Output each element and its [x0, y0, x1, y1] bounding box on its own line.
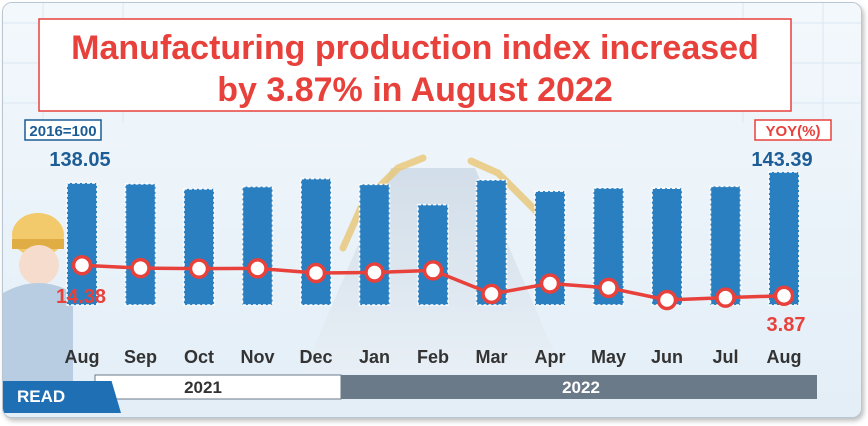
yoy-point-jul-11	[715, 287, 736, 308]
worker-figure	[3, 213, 73, 383]
bar-jul-11	[709, 185, 742, 306]
chart-canvas: Manufacturing production index increased…	[3, 3, 861, 417]
title-line-1: Manufacturing production index increased	[71, 29, 759, 67]
bar-jun-10	[651, 187, 683, 306]
month-label-mar-7: Mar	[475, 347, 507, 367]
bar-value-label-12: 143.39	[751, 149, 812, 171]
bar-oct-2	[183, 188, 215, 306]
yoy-point-jun-10	[656, 289, 678, 311]
bar-aug-0	[66, 182, 98, 306]
title-line-2: by 3.87% in August 2022	[217, 71, 613, 109]
read-button[interactable]: READ	[3, 381, 121, 413]
bar-aug-12	[768, 171, 800, 306]
bar-sep-1	[124, 183, 157, 306]
index-base-badge	[24, 119, 102, 141]
yoy-point-aug-12	[773, 285, 795, 306]
month-label-aug-0: Aug	[65, 347, 100, 367]
year-axis-band: 2021 2022	[94, 374, 817, 400]
yoy-badge	[754, 119, 832, 141]
yoy-point-nov-3	[247, 258, 268, 279]
bar-feb-6	[417, 203, 449, 306]
bar-jan-5	[358, 183, 391, 306]
yoy-value-label-12: 3.87	[767, 314, 806, 336]
month-label-oct-2: Oct	[184, 347, 214, 367]
title-box	[38, 18, 792, 112]
infographic-frame: Manufacturing production index increased…	[2, 2, 862, 418]
month-label-nov-3: Nov	[240, 347, 274, 367]
yoy-point-may-9	[598, 277, 619, 299]
month-label-may-9: May	[591, 347, 626, 367]
yoy-badge-label: YOY(%)	[765, 123, 820, 140]
yoy-value-label-0: 14.38	[56, 286, 106, 308]
yoy-point-dec-4	[305, 262, 327, 284]
month-label-dec-4: Dec	[299, 347, 332, 367]
month-label-jun-10: Jun	[651, 347, 683, 367]
year-2022-band	[341, 375, 817, 399]
bar-dec-4	[300, 177, 332, 306]
month-label-sep-1: Sep	[124, 347, 157, 367]
month-label-jan-5: Jan	[359, 347, 390, 367]
bar-value-label-0: 138.05	[49, 149, 110, 171]
year-2021-label: 2021	[184, 378, 222, 397]
month-label-aug-12: Aug	[767, 347, 802, 367]
year-2022-label: 2022	[562, 378, 600, 397]
yoy-point-feb-6	[422, 260, 444, 281]
yoy-point-apr-8	[539, 273, 561, 294]
yoy-point-aug-0	[71, 255, 93, 276]
index-base-badge-label: 2016=100	[29, 123, 96, 140]
month-label-jul-11: Jul	[712, 347, 738, 367]
yoy-point-oct-2	[188, 258, 210, 279]
data-labels: 138.05 143.39 14.38 3.87	[49, 149, 812, 336]
yoy-line-series	[71, 255, 795, 311]
month-label-feb-6: Feb	[417, 347, 449, 367]
yoy-point-mar-7	[481, 283, 502, 305]
x-axis-month-labels: Aug Sep Oct Nov Dec Jan Feb Mar Apr May Jun Jul Aug	[65, 347, 802, 367]
yoy-point-jan-5	[364, 262, 385, 283]
yoy-point-sep-1	[130, 257, 151, 279]
bar-nov-3	[241, 185, 274, 306]
bar-series	[66, 171, 800, 306]
month-label-apr-8: Apr	[535, 347, 566, 367]
